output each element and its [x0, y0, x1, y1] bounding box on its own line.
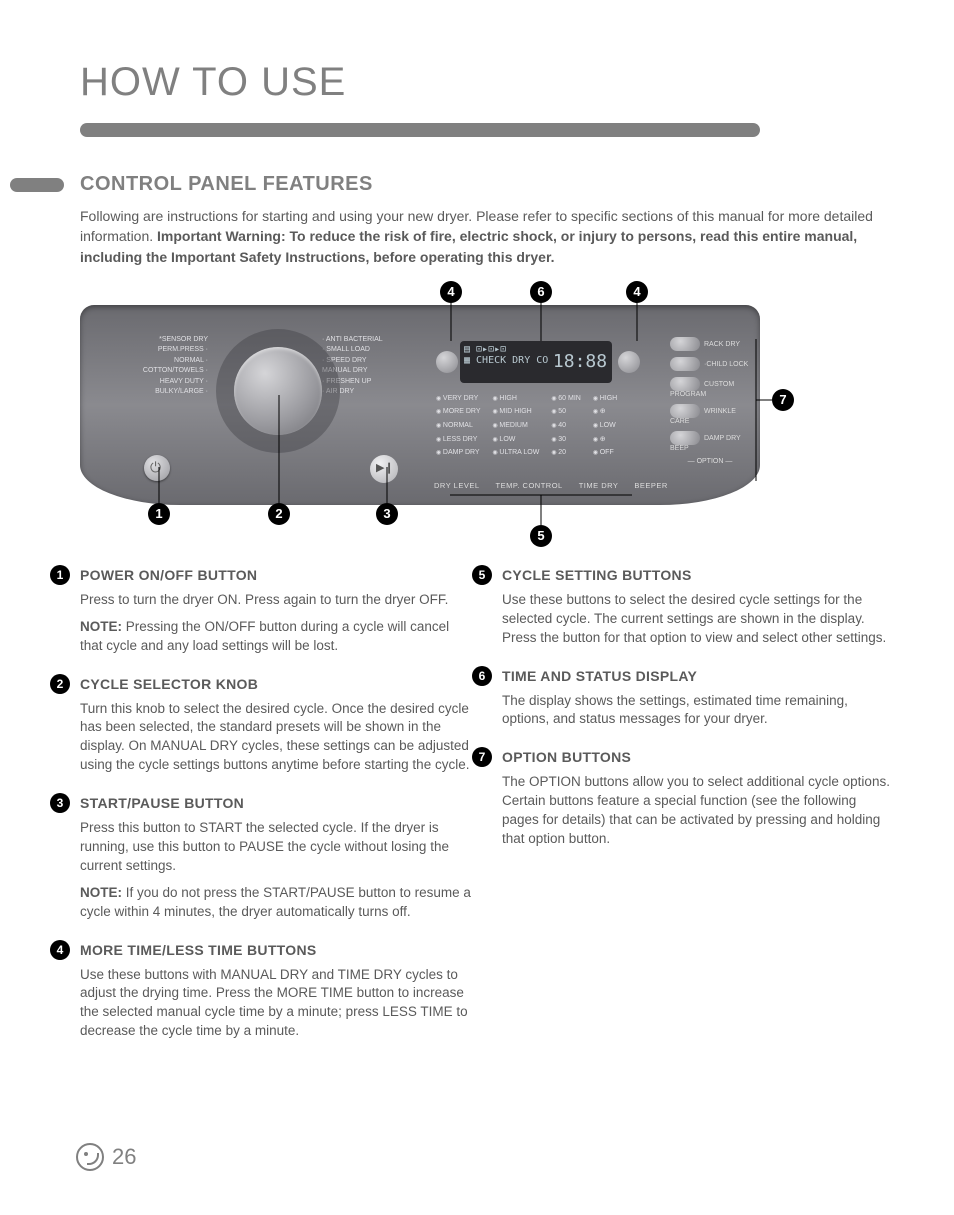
- item-title: TIME AND STATUS DISPLAY: [502, 668, 697, 684]
- callout-2: 2: [268, 503, 290, 525]
- item-number: 6: [472, 666, 492, 686]
- cycle-left-labels: *SENSOR DRYPERM.PRESS ·NORMAL ·COTTON/TO…: [124, 335, 208, 398]
- page-number: 26: [112, 1144, 136, 1170]
- item-number: 2: [50, 674, 70, 694]
- item-number: 3: [50, 793, 70, 813]
- lg-logo-icon: [76, 1143, 104, 1171]
- page-title: HOW TO USE: [80, 60, 894, 105]
- feature-item: 5 CYCLE SETTING BUTTONS Use these button…: [502, 565, 894, 648]
- item-number: 7: [472, 747, 492, 767]
- start-button-graphic: [370, 455, 398, 483]
- option-column: RACK DRY·CHILD LOCKCUSTOM PROGRAMWRINKLE…: [670, 337, 750, 471]
- item-title: MORE TIME/LESS TIME BUTTONS: [80, 942, 317, 958]
- section-header: CONTROL PANEL FEATURES: [80, 173, 894, 196]
- cycle-right-labels: · ANTI BACTERIAL· SMALL LOAD· SPEED DRYM…: [322, 335, 422, 398]
- feature-item: 1 POWER ON/OFF BUTTON Press to turn the …: [80, 565, 472, 656]
- less-time-graphic: [618, 351, 640, 373]
- feature-item: 7 OPTION BUTTONS The OPTION buttons allo…: [502, 747, 894, 849]
- item-body: The display shows the settings, estimate…: [502, 692, 894, 730]
- item-title: POWER ON/OFF BUTTON: [80, 567, 257, 583]
- intro-text: Following are instructions for starting …: [80, 206, 894, 267]
- callout-3: 3: [376, 503, 398, 525]
- feature-item: 2 CYCLE SELECTOR KNOB Turn this knob to …: [80, 674, 472, 776]
- category-row: DRY LEVELTEMP. CONTROLTIME DRYBEEPER: [434, 481, 684, 490]
- section-heading: CONTROL PANEL FEATURES: [80, 173, 373, 196]
- divider: [80, 123, 760, 137]
- callout-4a: 4: [440, 281, 462, 303]
- intro-warning: Important Warning: To reduce the risk of…: [80, 228, 857, 264]
- item-title: OPTION BUTTONS: [502, 749, 631, 765]
- callout-5: 5: [530, 525, 552, 547]
- panel-image: *SENSOR DRYPERM.PRESS ·NORMAL ·COTTON/TO…: [80, 305, 760, 505]
- bullet-pill: [10, 178, 64, 192]
- power-button-graphic: [144, 455, 170, 481]
- item-number: 1: [50, 565, 70, 585]
- right-column: 5 CYCLE SETTING BUTTONS Use these button…: [502, 565, 894, 1059]
- item-body: Use these buttons to select the desired …: [502, 591, 894, 648]
- cycle-knob: [234, 347, 322, 435]
- item-body: Press this button to START the selected …: [80, 819, 472, 921]
- item-number: 5: [472, 565, 492, 585]
- item-body: Use these buttons with MANUAL DRY and TI…: [80, 966, 472, 1042]
- item-body: The OPTION buttons allow you to select a…: [502, 773, 894, 849]
- feature-item: 3 START/PAUSE BUTTON Press this button t…: [80, 793, 472, 921]
- item-body: Press to turn the dryer ON. Press again …: [80, 591, 472, 656]
- callout-6: 6: [530, 281, 552, 303]
- page-footer: 26: [76, 1143, 136, 1171]
- callout-4b: 4: [626, 281, 648, 303]
- item-body: Turn this knob to select the desired cyc…: [80, 700, 472, 776]
- callout-7: 7: [772, 389, 794, 411]
- feature-item: 4 MORE TIME/LESS TIME BUTTONS Use these …: [80, 940, 472, 1042]
- item-number: 4: [50, 940, 70, 960]
- item-title: CYCLE SETTING BUTTONS: [502, 567, 692, 583]
- item-title: CYCLE SELECTOR KNOB: [80, 676, 258, 692]
- feature-columns: 1 POWER ON/OFF BUTTON Press to turn the …: [80, 565, 894, 1059]
- feature-item: 6 TIME AND STATUS DISPLAY The display sh…: [502, 666, 894, 730]
- callout-1: 1: [148, 503, 170, 525]
- control-panel-diagram: 4 6 4 7 *SENSOR DRYPERM.PRESS ·NORMAL ·C…: [80, 285, 894, 545]
- settings-grid: VERY DRYHIGH60 MINHIGHMORE DRYMID HIGH50…: [434, 391, 629, 461]
- item-title: START/PAUSE BUTTON: [80, 795, 244, 811]
- time-display: 18:88: [548, 341, 612, 383]
- left-column: 1 POWER ON/OFF BUTTON Press to turn the …: [80, 565, 472, 1059]
- more-time-graphic: [436, 351, 458, 373]
